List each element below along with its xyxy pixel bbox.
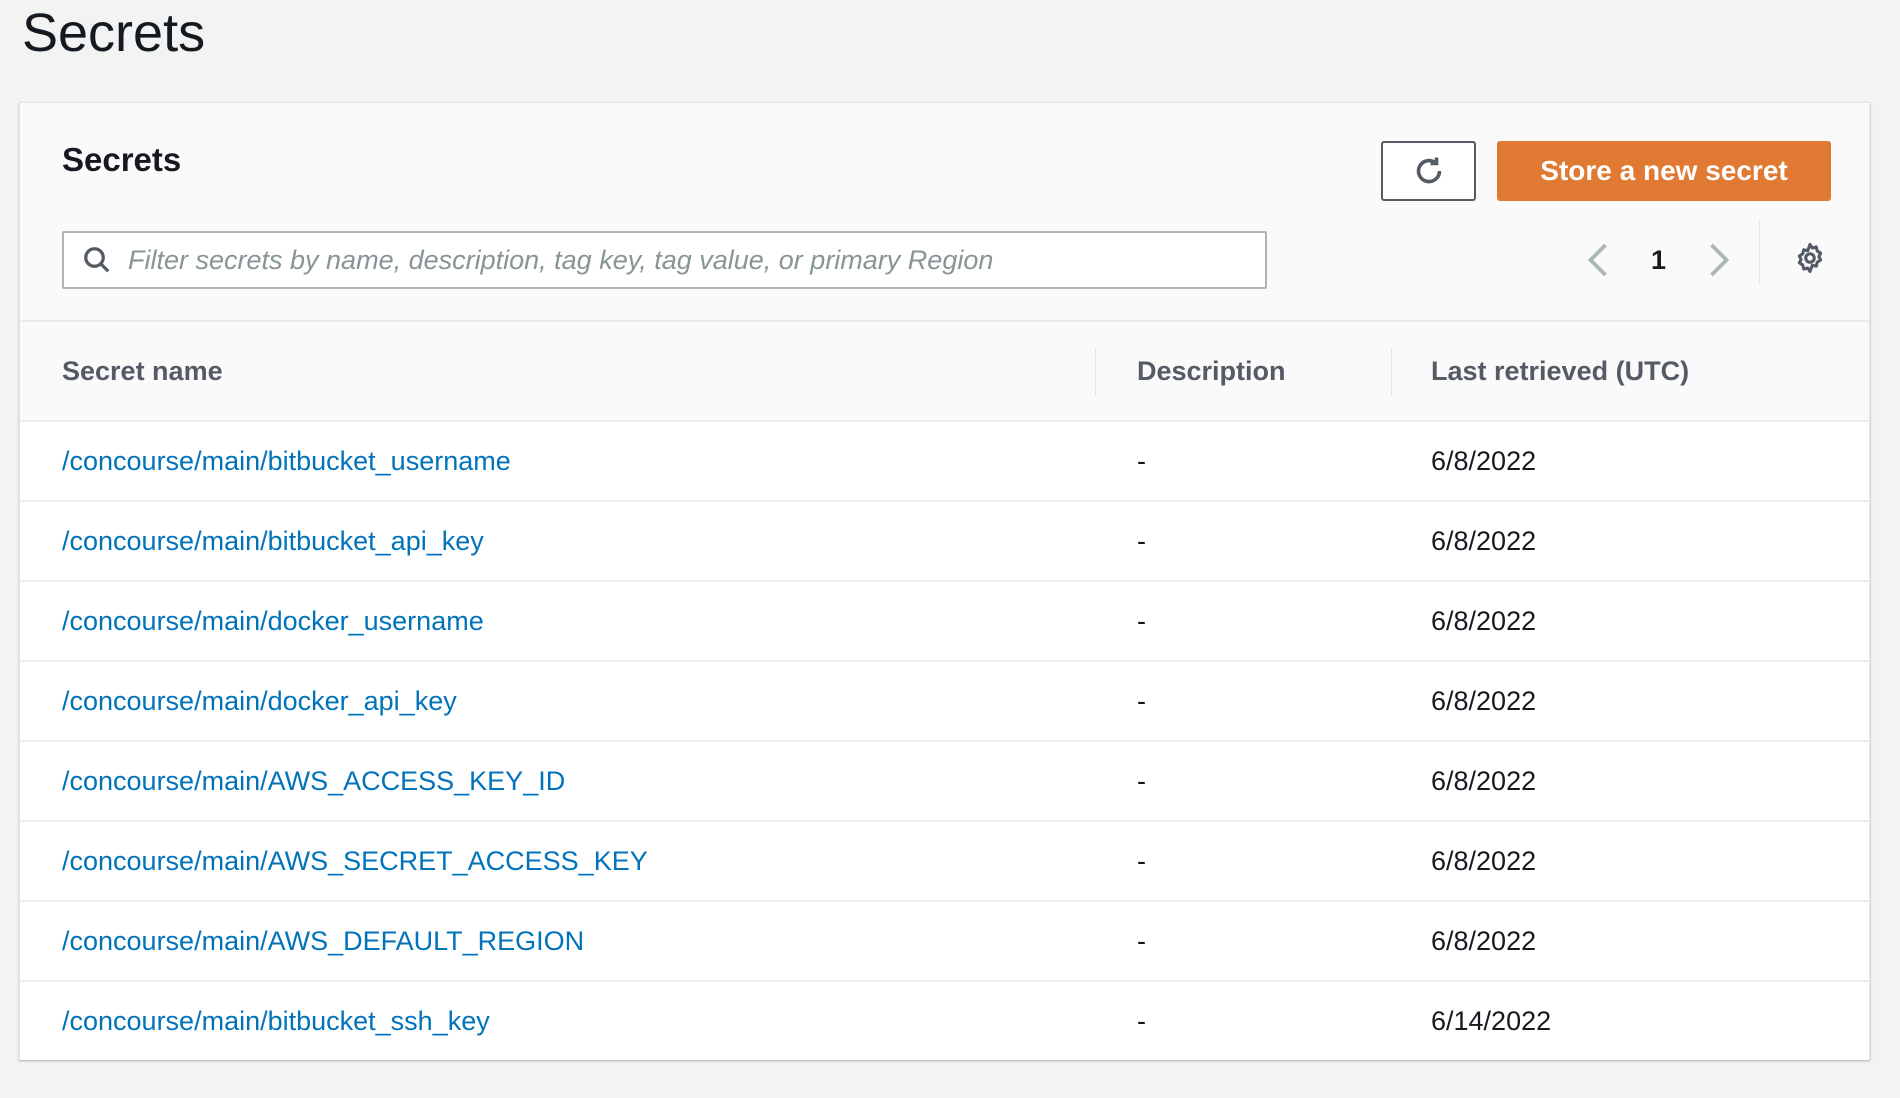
panel-title: Secrets <box>62 141 182 178</box>
last-retrieved-cell: 6/8/2022 <box>1431 925 1537 956</box>
column-header-secret-name[interactable]: Secret name <box>62 355 223 386</box>
table-row: /concourse/main/bitbucket_api_key - 6/8/20… <box>20 500 1869 580</box>
table-row: /concourse/main/docker_username - 6/8/2022 <box>20 580 1869 660</box>
secret-link[interactable]: /concourse/main/AWS_SECRET_ACCESS_KEY <box>62 845 648 876</box>
gear-icon[interactable] <box>1793 241 1827 275</box>
description-cell: - <box>1137 605 1146 636</box>
description-cell: - <box>1137 445 1146 476</box>
description-cell: - <box>1137 1005 1146 1036</box>
pagination: 1 <box>1585 238 1732 282</box>
column-header-last-retrieved[interactable]: Last retrieved (UTC) <box>1431 355 1690 386</box>
secret-link[interactable]: /concourse/main/bitbucket_username <box>62 445 511 476</box>
column-header-description[interactable]: Description <box>1137 355 1286 386</box>
divider <box>1759 221 1760 283</box>
table-body: /concourse/main/bitbucket_username - 6/8/2… <box>20 420 1869 1060</box>
last-retrieved-cell: 6/8/2022 <box>1431 445 1537 476</box>
last-retrieved-cell: 6/8/2022 <box>1431 525 1537 556</box>
current-page[interactable]: 1 <box>1651 244 1667 275</box>
secret-link[interactable]: /concourse/main/bitbucket_api_key <box>62 525 484 556</box>
secret-link[interactable]: /concourse/main/bitbucket_ssh_key <box>62 1005 490 1036</box>
secret-name-cell: /concourse/main/AWS_ACCESS_KEY_ID <box>62 742 565 820</box>
description-cell: - <box>1137 525 1146 556</box>
last-retrieved-cell: 6/14/2022 <box>1431 1005 1552 1036</box>
last-retrieved-cell: 6/8/2022 <box>1431 685 1537 716</box>
page-title: Secrets <box>22 3 206 63</box>
secret-name-cell: /concourse/main/AWS_DEFAULT_REGION <box>62 902 584 980</box>
search-input[interactable] <box>128 244 1228 276</box>
search-box <box>62 231 1267 289</box>
table-row: /concourse/main/AWS_SECRET_ACCESS_KEY - 6/… <box>20 820 1869 900</box>
chevron-right-icon[interactable] <box>1706 242 1732 278</box>
table-row: /concourse/main/bitbucket_ssh_key - 6/14/2… <box>20 980 1869 1060</box>
secret-name-cell: /concourse/main/AWS_SECRET_ACCESS_KEY <box>62 822 648 900</box>
search-icon <box>84 247 110 273</box>
secret-link[interactable]: /concourse/main/AWS_DEFAULT_REGION <box>62 925 585 956</box>
divider <box>20 320 1869 322</box>
store-new-secret-button[interactable]: Store a new secret <box>1497 141 1831 201</box>
secret-name-cell: /concourse/main/bitbucket_username <box>62 422 511 500</box>
column-resizer[interactable] <box>1391 348 1392 396</box>
table-row: /concourse/main/bitbucket_username - 6/8/2… <box>20 420 1869 500</box>
secret-link[interactable]: /concourse/main/AWS_ACCESS_KEY_ID <box>62 765 566 796</box>
table-row: /concourse/main/docker_api_key - 6/8/2022 <box>20 660 1869 740</box>
description-cell: - <box>1137 765 1146 796</box>
description-cell: - <box>1137 845 1146 876</box>
last-retrieved-cell: 6/8/2022 <box>1431 605 1537 636</box>
table-row: /concourse/main/AWS_ACCESS_KEY_ID - 6/8/20… <box>20 740 1869 820</box>
secrets-panel: Secrets Store a new secret 1 Secret name… <box>19 102 1870 1060</box>
description-cell: - <box>1137 685 1146 716</box>
refresh-button[interactable] <box>1381 141 1476 201</box>
secret-name-cell: /concourse/main/bitbucket_ssh_key <box>62 982 490 1060</box>
chevron-left-icon[interactable] <box>1585 242 1611 278</box>
table-row: /concourse/main/AWS_DEFAULT_REGION - 6/8/2… <box>20 900 1869 980</box>
refresh-icon <box>1416 157 1441 184</box>
table-header: Secret name Description Last retrieved (… <box>20 322 1869 420</box>
secret-name-cell: /concourse/main/bitbucket_api_key <box>62 502 484 580</box>
secret-name-cell: /concourse/main/docker_username <box>62 582 484 660</box>
last-retrieved-cell: 6/8/2022 <box>1431 845 1537 876</box>
secret-link[interactable]: /concourse/main/docker_username <box>62 605 484 636</box>
last-retrieved-cell: 6/8/2022 <box>1431 765 1537 796</box>
secret-link[interactable]: /concourse/main/docker_api_key <box>62 685 457 716</box>
column-resizer[interactable] <box>1095 348 1096 396</box>
secret-name-cell: /concourse/main/docker_api_key <box>62 662 457 740</box>
description-cell: - <box>1137 925 1146 956</box>
